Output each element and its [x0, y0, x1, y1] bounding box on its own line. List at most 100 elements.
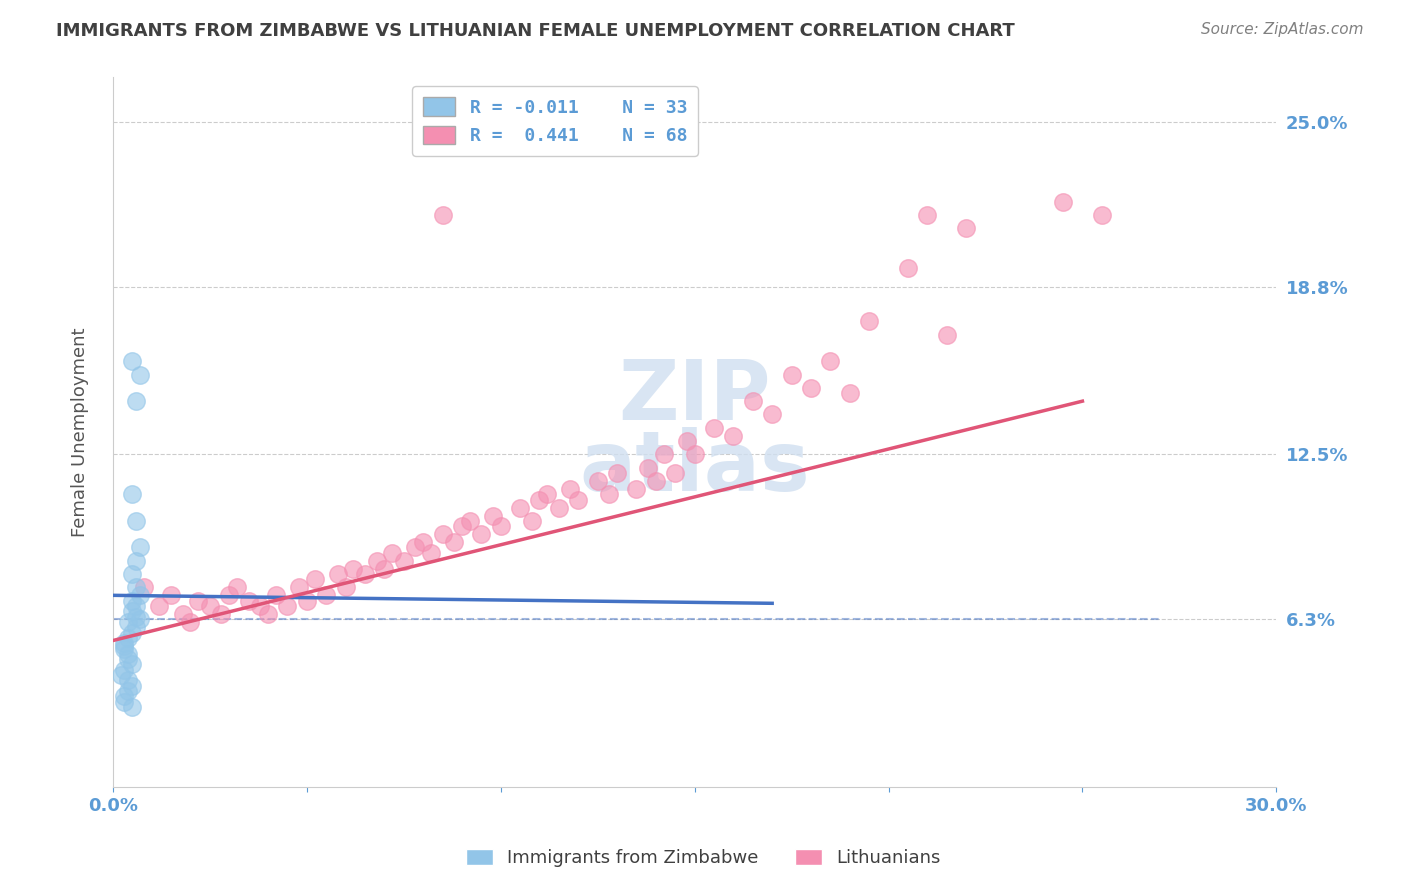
Point [132, 580, 155, 594]
Point [683, 447, 706, 461]
Point [114, 639, 136, 653]
Point [209, 607, 232, 621]
Point [117, 684, 139, 698]
Text: ZIP
atlas: ZIP atlas [579, 356, 810, 508]
Point [288, 580, 311, 594]
Point [703, 421, 725, 435]
Point [125, 394, 148, 409]
Point [470, 527, 492, 541]
Point [432, 527, 454, 541]
Point [560, 482, 582, 496]
Point [121, 487, 143, 501]
Point [373, 562, 395, 576]
Point [117, 652, 139, 666]
Point [187, 593, 209, 607]
Point [458, 514, 481, 528]
Point [412, 535, 434, 549]
Point [935, 327, 957, 342]
Point [129, 541, 152, 555]
Point [326, 567, 349, 582]
Point [257, 607, 280, 621]
Point [897, 261, 920, 276]
Point [249, 599, 271, 613]
Point [419, 546, 441, 560]
Point [172, 607, 194, 621]
Point [509, 500, 531, 515]
Point [547, 500, 569, 515]
Point [179, 615, 201, 629]
Point [536, 487, 558, 501]
Point [586, 474, 609, 488]
Point [121, 604, 143, 618]
Point [304, 573, 326, 587]
Point [741, 394, 763, 409]
Point [451, 519, 474, 533]
Point [129, 368, 152, 382]
Point [121, 567, 143, 582]
Point [381, 546, 404, 560]
Point [264, 588, 287, 602]
Point [148, 599, 170, 613]
Point [125, 554, 148, 568]
Y-axis label: Female Unemployment: Female Unemployment [72, 327, 89, 537]
Point [121, 625, 143, 640]
Point [432, 208, 454, 222]
Point [121, 679, 143, 693]
Point [404, 541, 426, 555]
Point [443, 535, 465, 549]
Point [125, 599, 148, 613]
Point [315, 588, 337, 602]
Point [276, 599, 298, 613]
Text: Source: ZipAtlas.com: Source: ZipAtlas.com [1201, 22, 1364, 37]
Point [723, 428, 745, 442]
Point [117, 673, 139, 688]
Point [482, 508, 505, 523]
Point [489, 519, 512, 533]
Text: IMMIGRANTS FROM ZIMBABWE VS LITHUANIAN FEMALE UNEMPLOYMENT CORRELATION CHART: IMMIGRANTS FROM ZIMBABWE VS LITHUANIAN F… [56, 22, 1015, 40]
Point [198, 599, 221, 613]
Point [838, 386, 860, 401]
Point [110, 668, 132, 682]
Point [598, 487, 620, 501]
Point [125, 580, 148, 594]
Point [114, 695, 136, 709]
Point [121, 657, 143, 672]
Point [800, 381, 823, 395]
Point [606, 466, 628, 480]
Point [129, 612, 152, 626]
Point [125, 620, 148, 634]
Point [354, 567, 377, 582]
Legend: Immigrants from Zimbabwe, Lithuanians: Immigrants from Zimbabwe, Lithuanians [458, 841, 948, 874]
Point [917, 208, 939, 222]
Point [652, 447, 675, 461]
Point [114, 636, 136, 650]
Point [676, 434, 699, 448]
Point [295, 593, 318, 607]
Point [392, 554, 415, 568]
Point [366, 554, 388, 568]
Point [529, 492, 551, 507]
Point [567, 492, 589, 507]
Point [238, 593, 260, 607]
Point [125, 514, 148, 528]
Point [121, 700, 143, 714]
Point [780, 368, 803, 382]
Point [1091, 208, 1114, 222]
Point [626, 482, 648, 496]
Point [114, 690, 136, 704]
Point [114, 641, 136, 656]
Point [820, 354, 842, 368]
Point [114, 663, 136, 677]
Point [218, 588, 240, 602]
Point [858, 314, 880, 328]
Point [761, 408, 783, 422]
Point [121, 354, 143, 368]
Point [1052, 194, 1074, 209]
Point [637, 460, 659, 475]
Point [125, 609, 148, 624]
Point [335, 580, 357, 594]
Point [644, 474, 666, 488]
Point [117, 647, 139, 661]
Point [664, 466, 686, 480]
Legend: R = -0.011    N = 33, R =  0.441    N = 68: R = -0.011 N = 33, R = 0.441 N = 68 [412, 87, 697, 156]
